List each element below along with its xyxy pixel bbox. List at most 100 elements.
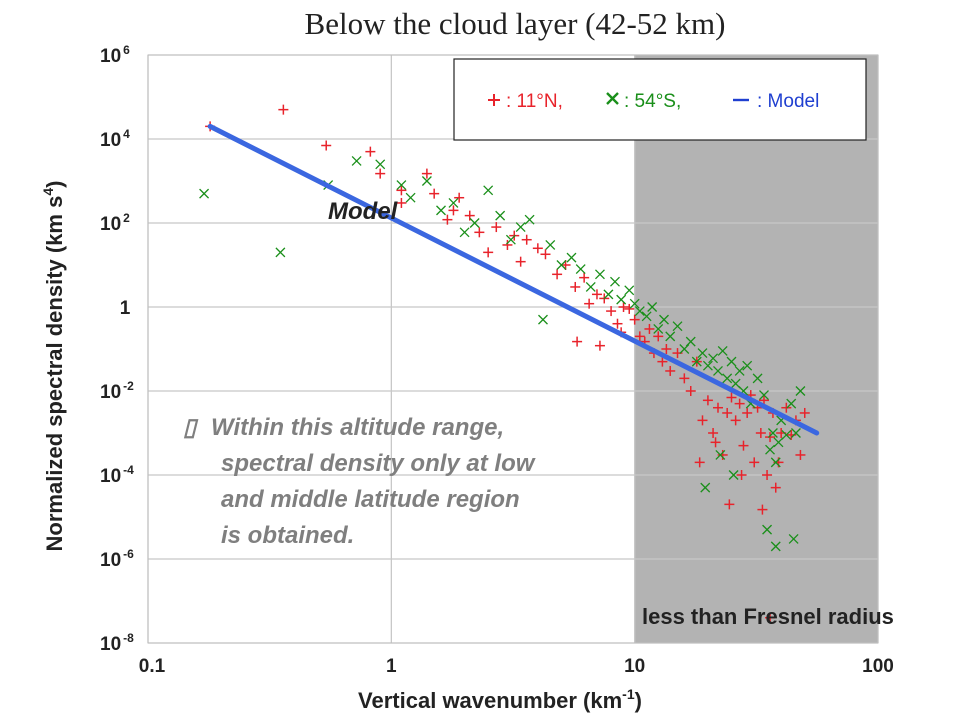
data-point-cross xyxy=(610,276,620,287)
data-point-plus xyxy=(742,407,753,418)
data-point-plus xyxy=(629,314,640,325)
marker-stroke xyxy=(629,298,640,309)
y-tick-label: 10 -6 xyxy=(100,547,134,571)
data-point-cross xyxy=(781,429,792,440)
data-point-cross xyxy=(624,285,635,296)
data-point-plus xyxy=(657,356,668,367)
data-point-plus xyxy=(474,227,485,238)
marker-stroke xyxy=(585,282,596,292)
data-point-cross xyxy=(795,386,806,396)
marker-stroke xyxy=(351,156,362,166)
marker-stroke xyxy=(713,366,723,376)
data-point-plus xyxy=(421,168,432,179)
data-point-cross xyxy=(691,356,702,367)
marker-stroke xyxy=(770,541,781,552)
y-tick-label: 10 -8 xyxy=(100,631,134,655)
model-label: Model xyxy=(328,198,399,225)
data-point-cross xyxy=(697,348,708,359)
data-point-plus xyxy=(591,289,602,300)
data-point-cross xyxy=(616,294,627,305)
y-axis-label: Normalized spectral density (km s4) xyxy=(40,181,67,552)
data-point-cross xyxy=(790,428,801,438)
marker-stroke xyxy=(722,373,733,384)
data-point-cross xyxy=(538,314,548,325)
data-point-cross xyxy=(765,444,775,455)
data-point-cross xyxy=(275,247,286,258)
legend-marker-cross xyxy=(606,92,619,105)
data-point-plus xyxy=(661,344,672,354)
data-point-cross xyxy=(495,210,506,221)
data-point-cross xyxy=(448,198,459,208)
x-tick-label: 100 xyxy=(862,656,894,677)
y-tick-label: 10 -2 xyxy=(100,379,134,403)
data-point-plus xyxy=(765,432,776,443)
data-point-plus xyxy=(702,395,713,406)
data-point-plus xyxy=(532,243,543,254)
data-point-cross xyxy=(405,192,416,203)
legend-label: : Model xyxy=(757,91,819,112)
data-point-cross xyxy=(483,185,494,196)
x-axis-label: Vertical wavenumber (km-1) xyxy=(358,686,642,713)
marker-stroke xyxy=(405,192,416,203)
marker-stroke xyxy=(556,260,567,270)
data-point-cross xyxy=(653,324,664,334)
chart-title: Below the cloud layer (42-52 km) xyxy=(305,6,726,41)
data-point-cross xyxy=(767,428,778,438)
data-point-plus xyxy=(483,247,494,258)
data-point-cross xyxy=(524,214,535,225)
legend-label: : 11°N, xyxy=(506,91,563,112)
marker-stroke xyxy=(515,222,526,233)
data-point-cross xyxy=(396,180,407,191)
data-point-plus xyxy=(749,457,760,468)
marker-stroke xyxy=(653,324,664,334)
marker-stroke xyxy=(575,264,586,275)
fresnel-label: less than Fresnel radius xyxy=(642,604,894,629)
data-point-plus xyxy=(722,407,733,418)
marker-stroke xyxy=(275,247,286,258)
marker-stroke xyxy=(483,185,494,196)
data-point-plus xyxy=(454,192,465,203)
data-point-cross xyxy=(708,353,719,364)
data-point-cross xyxy=(594,269,605,280)
data-point-plus xyxy=(540,249,551,260)
marker-stroke xyxy=(762,524,773,535)
x-tick-label: 10 xyxy=(624,656,645,677)
data-point-cross xyxy=(786,398,797,409)
data-point-plus xyxy=(612,318,623,329)
data-point-cross xyxy=(722,373,733,384)
marker-stroke xyxy=(469,218,480,228)
data-point-plus xyxy=(770,482,781,493)
marker-stroke xyxy=(641,311,652,322)
legend-box xyxy=(453,58,867,141)
data-point-cross xyxy=(505,234,516,245)
data-point-cross xyxy=(685,336,696,347)
y-tick-label: 10 -4 xyxy=(100,463,134,487)
data-point-plus xyxy=(396,197,407,208)
marker-stroke xyxy=(697,348,708,359)
data-point-cross xyxy=(770,457,781,468)
data-point-plus xyxy=(579,272,590,283)
legend-label: : 54°S, xyxy=(624,91,681,112)
marker-stroke xyxy=(375,159,386,170)
marker-stroke xyxy=(730,378,741,389)
marker-stroke xyxy=(767,428,778,438)
marker-stroke xyxy=(717,345,728,356)
data-point-cross xyxy=(515,222,526,233)
data-point-plus xyxy=(321,140,332,151)
fresnel-shaded-region xyxy=(634,55,878,643)
marker-stroke xyxy=(665,331,676,342)
x-tick-label: 1 xyxy=(386,656,397,677)
data-point-plus xyxy=(738,440,749,451)
y-tick-label: 10 4 xyxy=(100,127,130,151)
marker-stroke xyxy=(538,314,548,325)
note-line: and middle latitude region xyxy=(221,486,520,513)
marker-stroke xyxy=(545,240,556,250)
data-point-plus xyxy=(717,449,728,460)
data-point-cross xyxy=(715,450,726,460)
data-point-plus xyxy=(584,298,595,309)
data-point-plus xyxy=(697,415,708,426)
data-point-cross xyxy=(788,534,799,544)
marker-stroke xyxy=(448,198,459,208)
marker-stroke xyxy=(691,356,702,367)
data-point-cross xyxy=(742,360,753,371)
